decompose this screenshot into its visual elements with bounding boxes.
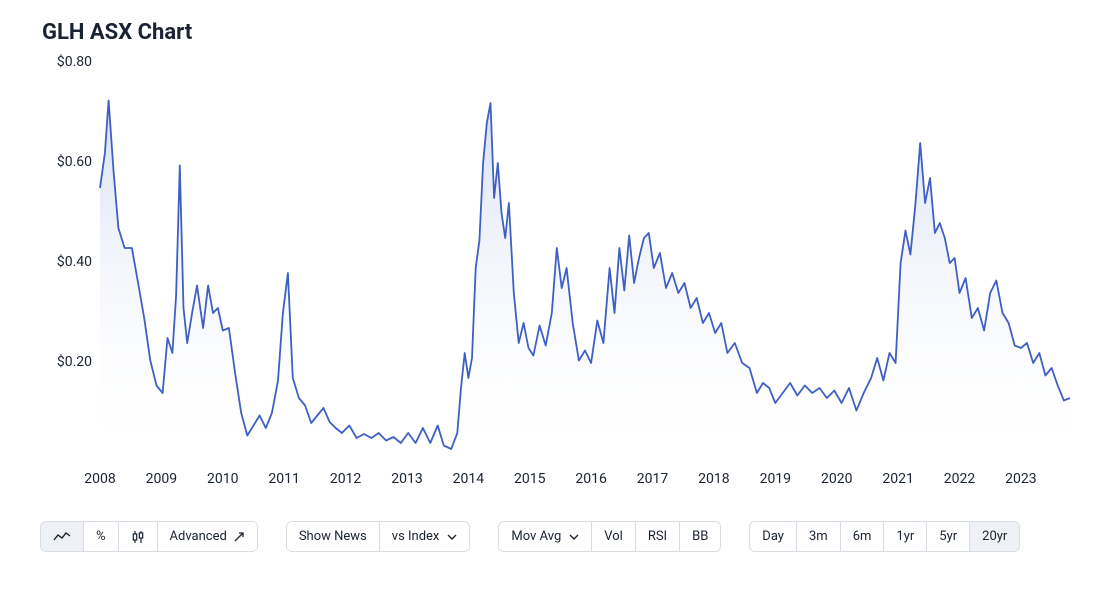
show-news-button[interactable]: Show News — [287, 522, 380, 551]
x-axis-label: 2023 — [1005, 471, 1036, 487]
candlestick-button[interactable] — [119, 522, 158, 551]
chevron-down-icon — [447, 532, 457, 542]
rsi-label: RSI — [648, 529, 667, 544]
x-axis-label: 2014 — [453, 471, 484, 487]
mov-avg-label: Mov Avg — [511, 529, 561, 544]
x-axis-label: 2009 — [146, 471, 177, 487]
x-axis-label: 2012 — [330, 471, 361, 487]
chart-title: GLH ASX Chart — [42, 20, 1080, 45]
line-chart-button[interactable] — [41, 522, 84, 551]
bb-label: BB — [692, 529, 708, 544]
range-label: 20yr — [982, 529, 1007, 544]
y-axis-label: $0.20 — [57, 354, 92, 370]
x-axis-label: 2017 — [637, 471, 668, 487]
chevron-down-icon — [569, 532, 579, 542]
advanced-button[interactable]: Advanced — [158, 522, 257, 551]
chart-svg — [40, 63, 1070, 493]
range-label: 6m — [853, 529, 872, 544]
y-axis-label: $0.80 — [57, 54, 92, 70]
range-5yr-button[interactable]: 5yr — [927, 522, 970, 551]
show-news-label: Show News — [299, 529, 367, 544]
indicator-group: Mov Avg Vol RSI BB — [498, 521, 721, 552]
vol-button[interactable]: Vol — [592, 522, 636, 551]
compare-group: Show News vs Index — [286, 521, 471, 552]
chart-toolbar: % Advanced Show News vs Index — [40, 521, 1080, 552]
candlestick-icon — [131, 530, 145, 544]
range-1yr-button[interactable]: 1yr — [884, 522, 927, 551]
rsi-button[interactable]: RSI — [636, 522, 680, 551]
vol-label: Vol — [604, 529, 623, 544]
x-axis-label: 2016 — [575, 471, 606, 487]
range-group: Day 3m 6m 1yr 5yr 20yr — [749, 521, 1020, 552]
x-axis-label: 2022 — [944, 471, 975, 487]
range-label: Day — [762, 529, 784, 544]
range-label: 3m — [809, 529, 828, 544]
percent-button[interactable]: % — [84, 522, 119, 551]
mov-avg-button[interactable]: Mov Avg — [499, 522, 592, 551]
x-axis-label: 2013 — [391, 471, 422, 487]
range-6m-button[interactable]: 6m — [841, 522, 885, 551]
bb-button[interactable]: BB — [680, 522, 720, 551]
vs-index-button[interactable]: vs Index — [380, 522, 470, 551]
x-axis-label: 2015 — [514, 471, 545, 487]
x-axis-label: 2021 — [882, 471, 913, 487]
percent-label: % — [96, 529, 106, 544]
range-day-button[interactable]: Day — [750, 522, 797, 551]
x-axis-label: 2010 — [207, 471, 238, 487]
x-axis-label: 2020 — [821, 471, 852, 487]
price-chart: $0.20$0.40$0.60$0.8020082009201020112012… — [40, 63, 1070, 493]
y-axis-label: $0.60 — [57, 154, 92, 170]
x-axis-label: 2008 — [84, 471, 115, 487]
vs-index-label: vs Index — [392, 529, 440, 544]
chart-type-group: % Advanced — [40, 521, 258, 552]
range-3m-button[interactable]: 3m — [797, 522, 841, 551]
x-axis-label: 2019 — [760, 471, 791, 487]
range-label: 5yr — [939, 529, 957, 544]
range-20yr-button[interactable]: 20yr — [970, 522, 1019, 551]
range-label: 1yr — [896, 529, 914, 544]
advanced-label: Advanced — [170, 529, 227, 544]
expand-icon — [233, 531, 245, 543]
line-chart-icon — [53, 531, 71, 543]
y-axis-label: $0.40 — [57, 254, 92, 270]
x-axis-label: 2018 — [698, 471, 729, 487]
x-axis-label: 2011 — [268, 471, 299, 487]
